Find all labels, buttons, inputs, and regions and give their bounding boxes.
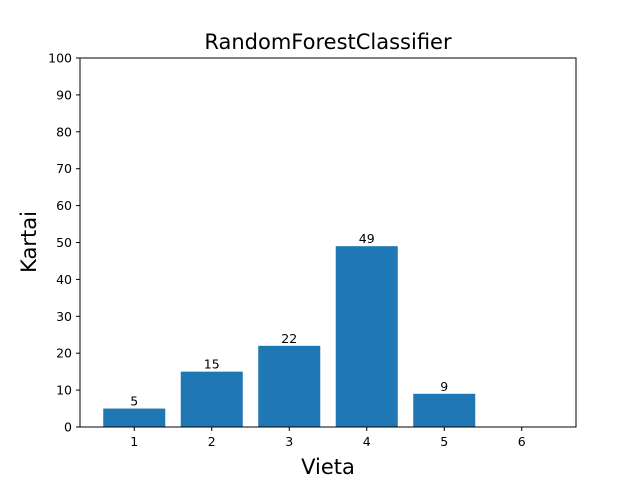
bar-value-label-1: 5 [130, 394, 138, 409]
bar-value-label-4: 49 [359, 231, 375, 246]
bar-value-label-2: 15 [204, 357, 220, 372]
x-tick-label-3: 3 [285, 434, 293, 449]
bar-value-label-3: 22 [281, 331, 297, 346]
y-tick-label-80: 80 [56, 124, 72, 139]
x-tick-label-1: 1 [130, 434, 138, 449]
plot-frame [79, 57, 577, 428]
bar-3 [258, 345, 321, 427]
bar-4 [335, 246, 398, 427]
y-tick-label-0: 0 [64, 420, 72, 435]
x-tick-label-4: 4 [363, 434, 371, 449]
bars-group [103, 246, 476, 427]
bar-2 [180, 371, 243, 427]
bar-value-label-5: 9 [440, 379, 448, 394]
y-axis-label: Kartai [17, 211, 41, 273]
y-tick-label-20: 20 [56, 346, 72, 361]
y-tick-label-10: 10 [56, 383, 72, 398]
y-tick-label-90: 90 [56, 87, 72, 102]
bar-5 [413, 393, 476, 427]
y-tick-label-40: 40 [56, 272, 72, 287]
x-axis-label: Vieta [301, 455, 355, 479]
y-tick-label-60: 60 [56, 198, 72, 213]
x-axis-ticks: 1 2 3 4 5 6 [130, 427, 526, 449]
y-axis-ticks: 0 10 20 30 40 50 60 70 80 90 100 [48, 51, 80, 435]
y-tick-label-100: 100 [48, 51, 72, 66]
x-tick-label-2: 2 [208, 434, 216, 449]
x-tick-label-5: 5 [440, 434, 448, 449]
y-tick-label-50: 50 [56, 235, 72, 250]
x-tick-label-6: 6 [518, 434, 526, 449]
y-tick-label-30: 30 [56, 309, 72, 324]
bar-labels-group: 5 15 22 49 9 [130, 231, 448, 408]
chart-title: RandomForestClassifier [204, 30, 452, 54]
bar-1 [103, 408, 166, 427]
y-tick-label-70: 70 [56, 161, 72, 176]
